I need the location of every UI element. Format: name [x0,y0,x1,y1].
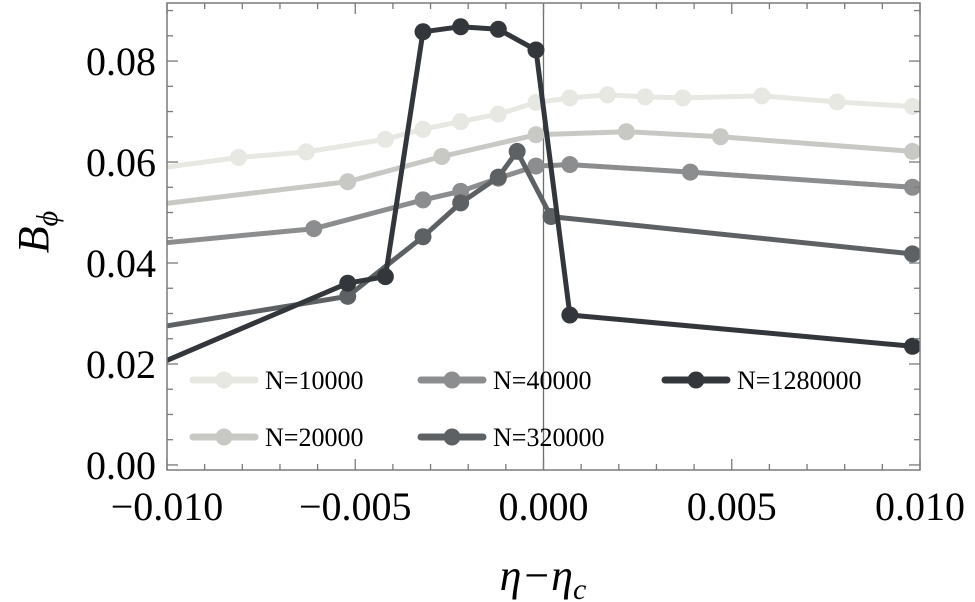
data-point [376,130,394,148]
legend-item-n-320000: N=320000 [417,423,604,452]
data-point [339,274,357,292]
data-point [828,93,846,111]
data-point [561,306,579,324]
legend-label: N=1280000 [737,366,861,395]
x-tick-label: 0.010 [875,484,965,529]
legend-label: N=10000 [265,366,363,395]
data-point [339,287,357,305]
series-n-20000 [167,123,920,206]
data-point [527,157,545,175]
data-point [711,128,729,146]
data-point [414,120,432,138]
legend-swatch-marker [215,371,233,389]
y-tick-label: 0.08 [86,39,156,84]
x-axis-label-main: η−η [500,551,573,600]
axis-labels: η−ηc Bϕ [9,211,586,602]
data-point [753,87,771,105]
series-n-320000 [167,142,920,329]
data-point [297,143,315,161]
series-n-40000 [167,156,920,246]
legend-swatch-marker [687,371,705,389]
data-point [561,89,579,107]
data-point [339,173,357,191]
axis-ticks: −0.010 −0.005 0.000 0.005 0.010 0.00 0.02 0.04 0… [86,3,965,529]
data-point [508,142,526,160]
data-point [414,23,432,41]
legend-item-n-40000: N=40000 [417,366,591,395]
legend-item-n-20000: N=20000 [189,423,363,452]
series-n-10000 [167,86,920,170]
legend: N=10000 N=40000 N=1280000 N=20000 N=320000 [189,366,861,452]
data-point [527,126,545,144]
data-point [903,142,920,160]
y-axis-label-subscript: ϕ [31,211,64,227]
x-tick-label: −0.010 [111,484,224,529]
legend-label: N=20000 [265,423,363,452]
series-n-1280000 [167,18,920,364]
x-tick-label: −0.005 [299,484,412,529]
data-point [681,163,699,181]
y-tick-label: 0.06 [86,140,156,185]
legend-swatch-marker [443,371,461,389]
x-axis-label-subscript: c [573,573,586,602]
legend-item-n-10000: N=10000 [189,366,363,395]
x-tick-label: 0.000 [499,484,589,529]
y-tick-label: 0.00 [86,443,156,488]
series-layer [167,18,920,364]
legend-item-n-1280000: N=1280000 [661,366,861,395]
y-axis-label: Bϕ [9,211,64,253]
data-point [452,18,470,36]
series-line [167,148,913,329]
data-point [452,182,470,200]
data-point [599,86,617,104]
data-point [489,168,507,186]
data-point [489,20,507,38]
data-point [636,88,654,106]
data-point [414,228,432,246]
data-point [305,220,323,238]
data-point [561,156,579,174]
series-line [167,24,913,364]
legend-label: N=40000 [493,366,591,395]
data-point [903,245,920,263]
data-point [903,97,920,115]
legend-swatch-marker [215,428,233,446]
data-point [489,105,507,123]
data-point [376,268,394,286]
data-point [903,337,920,355]
data-point [452,194,470,212]
legend-swatch-marker [443,428,461,446]
x-axis-label: η−ηc [500,551,587,602]
x-tick-label: 0.005 [687,484,777,529]
y-tick-label: 0.02 [86,342,156,387]
y-tick-label: 0.04 [86,241,156,286]
data-point [230,148,248,166]
legend-label: N=320000 [493,423,604,452]
data-point [903,178,920,196]
data-point [674,89,692,107]
data-point [527,41,545,59]
data-point [414,191,432,209]
data-point [433,147,451,165]
data-point [452,113,470,131]
y-axis-label-main: B [9,226,58,253]
data-point [617,123,635,141]
